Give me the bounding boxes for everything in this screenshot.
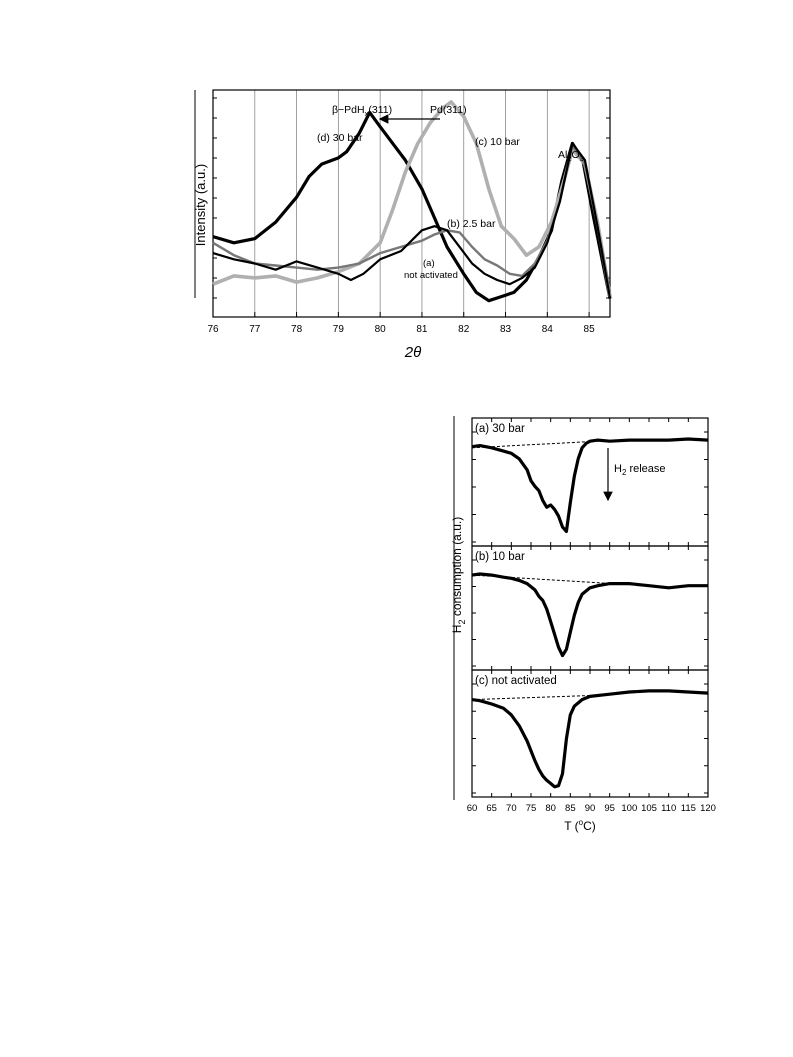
label-series-d: (d) 30 bar	[317, 132, 363, 144]
xrd-y-axis-label: Intensity (a.u.)	[193, 164, 208, 246]
label-al2o3: Al2O3	[558, 149, 584, 163]
xrd-x-tick-label: 83	[500, 324, 512, 335]
label-series-a-sub: not activated	[404, 270, 458, 281]
xrd-x-tick-label: 85	[584, 324, 596, 335]
xrd-series-line-1	[212, 100, 612, 297]
xrd-gridlines	[212, 90, 590, 317]
xrd-x-tick-labels: 76 77 78 79 80 81 82 83 84 85	[207, 324, 595, 335]
label-series-a: (a)	[423, 258, 435, 269]
xrd-plot-frame	[212, 89, 611, 318]
label-beta-pdhx: β−PdHx(311)	[332, 104, 392, 118]
label-series-c: (c) 10 bar	[475, 136, 520, 148]
xrd-x-tick-label: 77	[249, 324, 261, 335]
xrd-x-axis-label: 2θ	[404, 344, 421, 361]
xrd-x-tick-label: 76	[207, 324, 219, 335]
xrd-x-tick-label: 80	[375, 324, 387, 335]
label-pd311: Pd(311)	[430, 104, 467, 116]
xrd-ticks	[212, 97, 610, 317]
xrd-x-tick-label: 84	[542, 324, 554, 335]
xrd-series-line-3	[212, 142, 612, 299]
xrd-x-tick-label: 81	[416, 324, 428, 335]
xrd-x-tick-label: 79	[333, 324, 345, 335]
xrd-series	[212, 100, 612, 303]
xrd-x-tick-label: 82	[458, 324, 470, 335]
label-series-b: (b) 2.5 bar	[447, 218, 496, 230]
xrd-x-tick-label: 78	[291, 324, 303, 335]
